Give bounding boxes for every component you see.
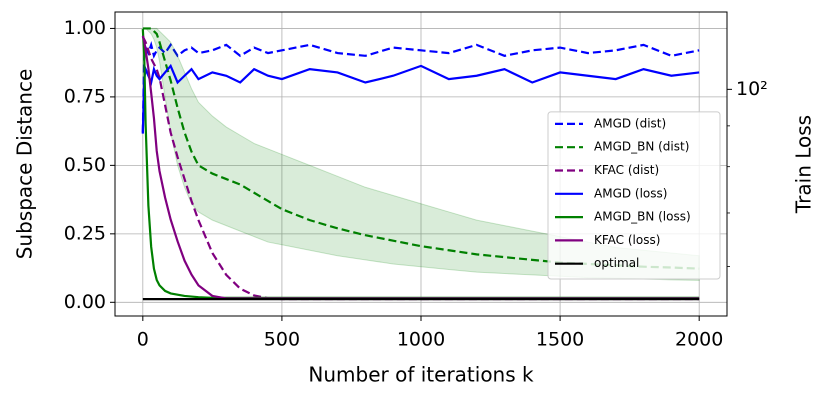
- y-tick-label: 0.00: [64, 291, 106, 313]
- legend-label: AMGD (dist): [594, 116, 666, 130]
- x-tick-label: 500: [264, 329, 300, 351]
- x-tick-label: 0: [137, 329, 149, 351]
- legend-label: optimal: [594, 256, 639, 270]
- legend-label: KFAC (loss): [594, 233, 660, 247]
- y-tick-label: 0.75: [64, 85, 106, 107]
- series-line: [141, 40, 700, 133]
- y-axis-label: Subspace Distance: [13, 69, 37, 260]
- y-tick-label: 1.00: [64, 17, 106, 39]
- y2-axis-label: Train Loss: [792, 115, 816, 214]
- y2-tick-label: 10²: [736, 78, 768, 100]
- legend: AMGD (dist) AMGD_BN (dist) KFAC (dist) AMGD…: [547, 111, 721, 280]
- x-tick-label: 2000: [675, 329, 723, 351]
- series-line: [142, 27, 700, 270]
- legend-label: AMGD_BN (loss): [594, 210, 691, 224]
- y-tick-label: 0.50: [64, 154, 106, 176]
- legend-label: AMGD (loss): [594, 186, 667, 200]
- plot: [141, 27, 700, 301]
- x-axis-label: Number of iterations k: [308, 363, 534, 387]
- x-tick-label: 1500: [536, 329, 584, 351]
- x-tick-label: 1000: [397, 329, 445, 351]
- legend-label: AMGD_BN (dist): [594, 140, 689, 154]
- plot-frame: [114, 11, 728, 317]
- legend-box: [547, 111, 721, 280]
- series-line: [141, 63, 700, 134]
- legend-label: KFAC (dist): [594, 163, 659, 177]
- y-tick-label: 0.25: [64, 222, 106, 244]
